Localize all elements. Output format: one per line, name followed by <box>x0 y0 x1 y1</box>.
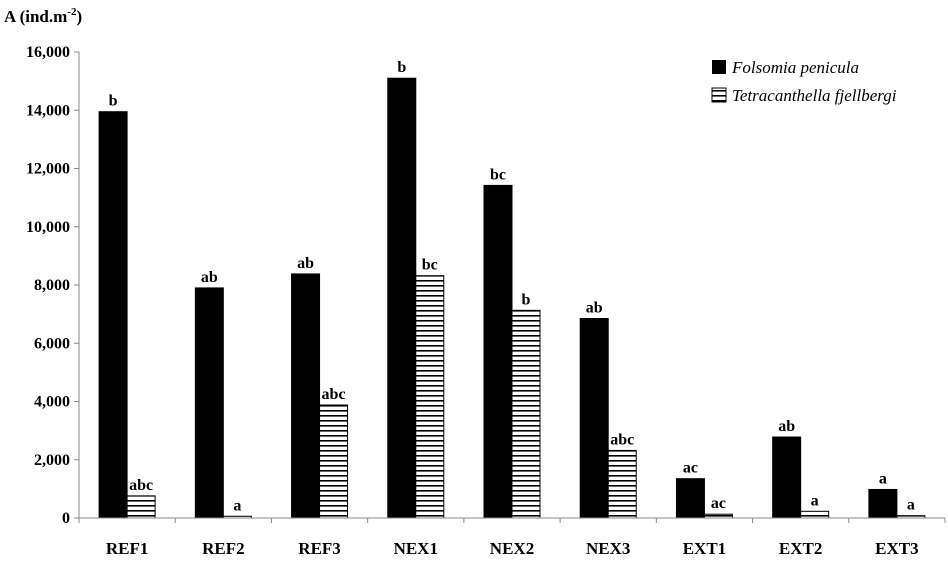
y-axis-ticks: 0 2,000 4,000 6,000 8,000 10,000 12,000 14,000 1… <box>26 44 79 527</box>
x-tick-label: EXT1 <box>683 539 726 558</box>
bar-tetracanthella-nex1 <box>415 275 445 519</box>
legend-swatch-folsomia <box>712 60 726 74</box>
x-tick-label: NEX2 <box>490 539 534 558</box>
bar-folsomia-ext1 <box>675 478 705 519</box>
bar-tetracanthella-nex2 <box>511 309 541 519</box>
x-tick-label: REF3 <box>298 539 341 558</box>
sig-label-folsomia-ref2: ab <box>201 269 218 286</box>
sig-label-folsomia-ext3: a <box>879 470 887 487</box>
bar-folsomia-ext3 <box>868 488 898 519</box>
bar-folsomia-ref2 <box>194 287 224 519</box>
x-axis-labels: REF1 REF2 REF3 NEX1 NEX2 NEX3 EXT1 EXT2 EXT3 <box>78 518 946 558</box>
sig-label-folsomia-nex3: ab <box>586 299 603 316</box>
bar-folsomia-nex1 <box>387 77 417 519</box>
y-tick-label: 16,000 <box>26 44 70 61</box>
x-tick-label: NEX1 <box>394 539 438 558</box>
bar-tetracanthella-ext1 <box>703 513 733 519</box>
sig-label-tetracanthella-ext3: a <box>907 497 915 514</box>
legend-label-tetracanthella: Tetracanthella fjellbergi <box>732 86 897 105</box>
bar-tetracanthella-ext2 <box>800 510 830 519</box>
x-tick-label: EXT3 <box>875 539 918 558</box>
sig-label-folsomia-ext1: ac <box>683 460 698 477</box>
sig-label-tetracanthella-nex2: b <box>522 291 531 308</box>
bar-tetracanthella-nex3 <box>607 449 637 519</box>
y-tick-label: 6,000 <box>34 335 70 352</box>
significance-labels: b abc ab a ab abc b bc bc b ab abc ac ac ab a a a <box>109 59 915 514</box>
x-tick-label: NEX3 <box>586 539 630 558</box>
bars <box>98 77 926 519</box>
y-tick-label: 8,000 <box>34 277 70 294</box>
bar-folsomia-nex2 <box>483 184 513 519</box>
sig-label-tetracanthella-ref1: abc <box>129 477 153 494</box>
y-tick-label: 14,000 <box>26 102 70 119</box>
y-tick-label: 0 <box>62 510 70 527</box>
sig-label-folsomia-ext2: ab <box>778 418 795 435</box>
bar-folsomia-ext2 <box>772 436 802 519</box>
y-tick-label: 4,000 <box>34 394 70 411</box>
sig-label-tetracanthella-ext1: ac <box>711 495 726 512</box>
y-tick-label: 12,000 <box>26 161 70 178</box>
y-tick-label: 10,000 <box>26 219 70 236</box>
legend-swatch-tetracanthella <box>711 87 727 103</box>
y-tick-label: 2,000 <box>34 452 70 469</box>
sig-label-folsomia-nex2: bc <box>490 166 506 183</box>
sig-label-folsomia-ref3: ab <box>297 255 314 272</box>
sig-label-tetracanthella-ref2: a <box>233 497 241 514</box>
bar-tetracanthella-ref1 <box>126 495 156 519</box>
bar-folsomia-ref3 <box>291 273 321 519</box>
bar-folsomia-ref1 <box>98 111 128 519</box>
bar-tetracanthella-ref3 <box>319 404 349 519</box>
legend: Folsomia penicula Tetracanthella fjellbe… <box>711 58 897 105</box>
sig-label-tetracanthella-ref3: abc <box>322 386 346 403</box>
sig-label-tetracanthella-nex1: bc <box>422 257 438 274</box>
sig-label-tetracanthella-nex3: abc <box>610 431 634 448</box>
x-tick-label: REF1 <box>106 539 149 558</box>
sig-label-folsomia-ref1: b <box>109 93 118 110</box>
sig-label-folsomia-nex1: b <box>397 59 406 76</box>
x-tick-label: EXT2 <box>779 539 822 558</box>
bar-folsomia-nex3 <box>579 317 609 519</box>
legend-label-folsomia: Folsomia penicula <box>731 58 859 77</box>
x-tick-label: REF2 <box>202 539 245 558</box>
sig-label-tetracanthella-ext2: a <box>811 492 819 509</box>
y-axis-title: A (ind.m-2) <box>4 6 82 26</box>
